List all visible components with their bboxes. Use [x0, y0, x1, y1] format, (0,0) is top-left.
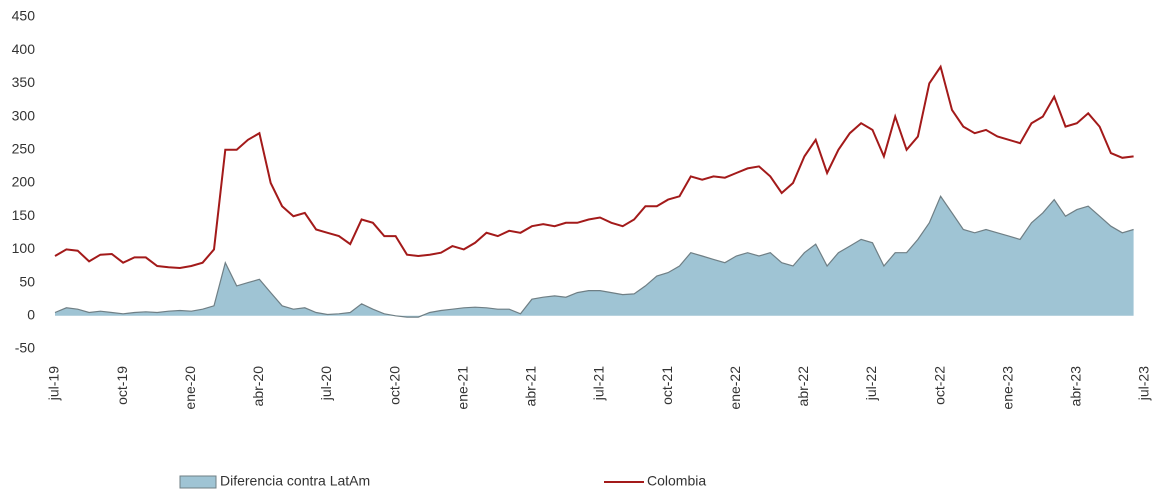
area-edge [54, 195, 1134, 318]
y-tick-label: 150 [12, 207, 36, 223]
x-tick-label: abr-22 [795, 366, 811, 407]
x-tick-label: ene-20 [182, 366, 198, 410]
x-tick-label: jul-23 [1136, 366, 1152, 401]
y-tick-label: 400 [12, 41, 36, 57]
x-tick-label: oct-22 [931, 366, 947, 405]
y-tick-label: 50 [19, 273, 35, 289]
legend-swatch [179, 475, 217, 489]
x-tick-label: abr-21 [523, 366, 539, 407]
x-tick-label: abr-20 [250, 366, 266, 407]
y-tick-label: 450 [12, 8, 36, 24]
x-tick-label: abr-23 [1068, 366, 1084, 407]
y-tick-label: -50 [15, 340, 35, 356]
x-tick-label: oct-19 [114, 366, 130, 405]
x-tick-label: ene-22 [727, 366, 743, 410]
x-tick-label: jul-22 [863, 366, 879, 401]
area [55, 196, 1134, 318]
y-tick-label: 200 [12, 174, 36, 190]
y-tick-label: 100 [12, 240, 36, 256]
x-tick-label: oct-20 [386, 366, 402, 405]
y-tick-label: 0 [27, 307, 35, 323]
x-tick-label: jul-19 [46, 366, 62, 401]
legend-label: Colombia [647, 473, 706, 489]
y-tick-label: 350 [12, 74, 36, 90]
y-tick-label: 250 [12, 141, 36, 157]
legend-label: Diferencia contra LatAm [220, 473, 370, 489]
x-tick-label: jul-20 [318, 366, 334, 401]
x-tick-label: jul-21 [591, 366, 607, 401]
x-tick-label: oct-21 [659, 366, 675, 405]
y-tick-label: 300 [12, 107, 36, 123]
line [54, 64, 1134, 270]
x-tick-label: ene-23 [999, 366, 1015, 410]
x-tick-label: ene-21 [454, 366, 470, 410]
